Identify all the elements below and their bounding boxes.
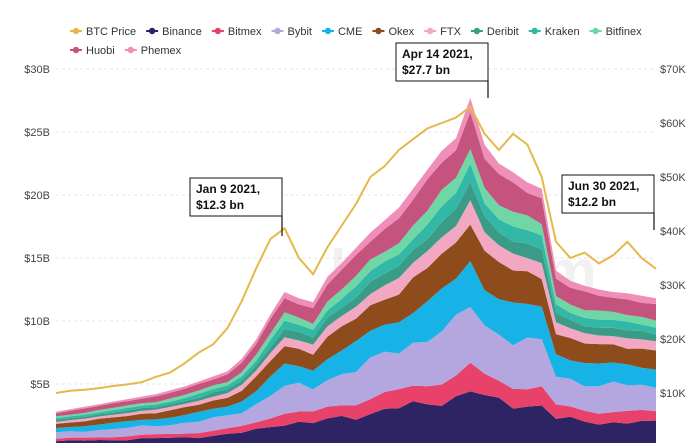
left-tick-label: $20B <box>24 190 50 202</box>
annotation-value: $27.7 bn <box>402 63 450 77</box>
btc-price-line <box>55 105 657 394</box>
area-huobi <box>56 112 656 417</box>
legend-dot-icon <box>274 27 281 35</box>
area-kraken <box>56 163 656 420</box>
legend-dot-icon <box>72 27 80 35</box>
stacked-areas <box>56 98 656 443</box>
legend-label: Binance <box>162 26 202 38</box>
legend-label: Okex <box>388 26 414 38</box>
annotation-value: $12.3 bn <box>196 198 244 212</box>
left-tick-label: $15B <box>24 253 50 265</box>
legend-dot-icon <box>324 27 332 35</box>
legend-label: Bitmex <box>228 26 262 38</box>
right-tick-label: $30K <box>660 280 686 292</box>
annotation-value: $12.2 bn <box>568 195 616 209</box>
annotation-box <box>189 177 283 217</box>
legend-dot-icon <box>592 27 599 35</box>
left-tick-label: $5B <box>30 379 50 391</box>
legend-dot-icon <box>473 27 481 35</box>
right-tick-label: $40K <box>660 226 686 238</box>
legend-item-huobi[interactable]: Huobi <box>70 45 115 57</box>
area-okex <box>56 224 656 428</box>
legend-item-deribit[interactable]: Deribit <box>470 26 519 38</box>
legend-label: BTC Price <box>86 26 136 38</box>
legend-item-btc-price[interactable]: BTC Price <box>70 26 136 38</box>
legend-item-okex[interactable]: Okex <box>372 26 415 38</box>
annotation-date: Apr 14 2021, <box>402 47 473 61</box>
annotations: Jan 9 2021, $12.3 bn Apr 14 2021, $27.7 bn J… <box>189 42 655 236</box>
legend-label: Deribit <box>487 26 519 38</box>
area-bitfinex <box>56 149 656 419</box>
area-phemex <box>56 98 656 414</box>
legend: BTC Price Binance Bitmex Bybit CME Okex FTX Der… <box>70 26 642 57</box>
btc-price-path <box>55 105 657 394</box>
annotation-box <box>561 174 655 214</box>
legend-label: Huobi <box>86 45 115 57</box>
legend-dot-icon <box>214 27 222 35</box>
area-bybit <box>56 307 656 439</box>
annotation-box <box>395 42 489 82</box>
area-binance <box>56 391 656 443</box>
legend-item-cme[interactable]: CME <box>321 26 362 38</box>
legend-dot-icon <box>127 46 134 54</box>
left-tick-label: $25B <box>24 127 50 139</box>
legend-dot-icon <box>72 46 80 54</box>
area-ftx <box>56 200 656 424</box>
area-bitmex <box>56 362 656 442</box>
legend-item-ftx[interactable]: FTX <box>424 26 462 38</box>
annotation-date: Jan 9 2021, <box>196 182 260 196</box>
legend-label: Bybit <box>288 26 312 38</box>
annotation-callout: Apr 14 2021, $27.7 bn <box>395 42 489 98</box>
annotation-callout: Jun 30 2021, $12.2 bn <box>561 174 655 230</box>
legend-item-kraken[interactable]: Kraken <box>528 26 580 38</box>
legend-dot-icon <box>426 27 434 35</box>
legend-item-bybit[interactable]: Bybit <box>271 26 312 38</box>
legend-label: FTX <box>440 26 461 38</box>
legend-item-phemex[interactable]: Phemex <box>124 45 182 57</box>
area-cme <box>56 261 656 433</box>
legend-label: CME <box>338 26 362 38</box>
right-tick-label: $20K <box>660 334 686 346</box>
right-tick-label: $50K <box>660 172 686 184</box>
legend-label: Phemex <box>141 45 182 57</box>
legend-label: Bitfinex <box>606 26 643 38</box>
legend-dot-icon <box>531 27 538 35</box>
legend-dot-icon <box>375 27 382 35</box>
legend-label: Kraken <box>545 26 580 38</box>
area-deribit <box>56 182 656 422</box>
right-tick-label: $70K <box>660 64 686 76</box>
right-y-axis: $10K $20K $30K $40K $50K $60K $70K <box>660 64 686 400</box>
right-tick-label: $60K <box>660 118 686 130</box>
legend-item-bitmex[interactable]: Bitmex <box>211 26 262 38</box>
legend-dot-icon <box>148 27 156 35</box>
left-tick-label: $10B <box>24 316 50 328</box>
annotation-callout: Jan 9 2021, $12.3 bn <box>189 177 283 236</box>
legend-item-bitfinex[interactable]: Bitfinex <box>589 26 643 38</box>
annotation-date: Jun 30 2021, <box>568 179 639 193</box>
left-y-axis: $5B $10B $15B $20B $25B $30B <box>24 64 50 391</box>
left-tick-label: $30B <box>24 64 50 76</box>
right-tick-label: $10K <box>660 388 686 400</box>
legend-item-binance[interactable]: Binance <box>146 26 202 38</box>
